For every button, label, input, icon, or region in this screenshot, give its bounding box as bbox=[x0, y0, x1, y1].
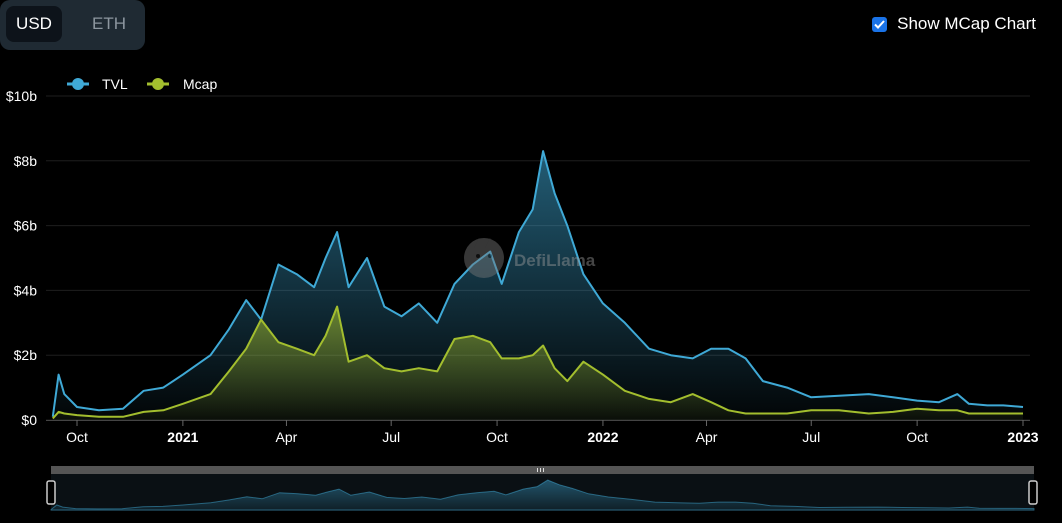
y-tick-label: $8b bbox=[14, 153, 38, 169]
mcap-checkbox[interactable] bbox=[872, 16, 888, 32]
range-slider[interactable] bbox=[46, 466, 1038, 511]
x-tick-label: 2022 bbox=[587, 429, 618, 445]
x-tick-label: Jul bbox=[382, 429, 400, 445]
x-tick-label: 2023 bbox=[1007, 429, 1038, 445]
y-tick-label: $0 bbox=[21, 412, 37, 428]
x-tick-label: Oct bbox=[486, 429, 508, 445]
mcap-checkbox-label: Show MCap Chart bbox=[897, 14, 1036, 33]
eth-button[interactable]: ETH bbox=[92, 14, 126, 33]
y-tick-label: $6b bbox=[14, 218, 38, 234]
show-mcap-toggle[interactable]: Show MCap Chart bbox=[872, 14, 1036, 34]
x-tick-label: Apr bbox=[276, 429, 298, 445]
y-axis: $0 $2b $4b $6b $8b $10b bbox=[6, 88, 37, 428]
usd-button[interactable]: USD bbox=[6, 6, 62, 42]
y-tick-label: $10b bbox=[6, 88, 37, 104]
legend: TVL Mcap bbox=[67, 76, 217, 92]
llama-logo-icon bbox=[464, 238, 504, 278]
x-tick-label: 2021 bbox=[167, 429, 198, 445]
currency-toggle: USD ETH bbox=[0, 0, 145, 50]
mcap-line bbox=[52, 305, 1023, 420]
legend-marker-tvl bbox=[72, 78, 84, 90]
range-handle-left[interactable] bbox=[46, 480, 56, 505]
x-tick-label: Oct bbox=[66, 429, 88, 445]
range-handle-right[interactable] bbox=[1028, 480, 1038, 505]
legend-label-mcap: Mcap bbox=[183, 76, 217, 92]
x-tick-label: Jul bbox=[802, 429, 820, 445]
range-slider-top-bar[interactable] bbox=[51, 466, 1034, 474]
tvl-line bbox=[51, 150, 1024, 417]
x-tick-label: Oct bbox=[906, 429, 928, 445]
legend-item-tvl[interactable]: TVL bbox=[67, 76, 128, 92]
x-tick-label: Apr bbox=[696, 429, 718, 445]
y-tick-label: $4b bbox=[14, 282, 38, 298]
series-layer bbox=[51, 150, 1024, 420]
x-axis: Oct 2021 Apr Jul Oct 2022 Apr Jul Oct 2023 bbox=[46, 420, 1039, 445]
legend-marker-mcap bbox=[152, 78, 164, 90]
watermark: DefiLlama bbox=[464, 238, 596, 278]
mcap-area bbox=[52, 306, 1024, 420]
navigator-area bbox=[50, 479, 1035, 511]
watermark-text: DefiLlama bbox=[514, 251, 596, 270]
y-tick-label: $2b bbox=[14, 347, 38, 363]
checkmark-icon bbox=[874, 19, 885, 29]
legend-label-tvl: TVL bbox=[102, 76, 128, 92]
legend-item-mcap[interactable]: Mcap bbox=[147, 76, 217, 92]
grip-icon bbox=[537, 468, 544, 472]
